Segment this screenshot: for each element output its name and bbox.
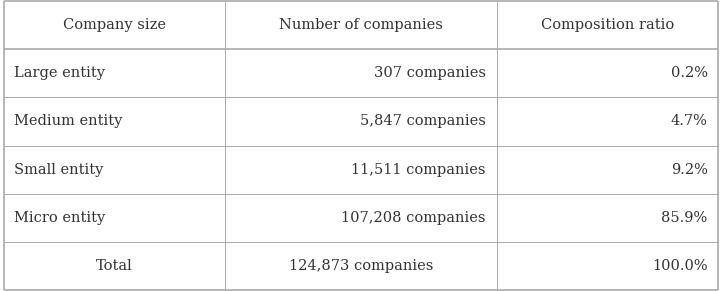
Text: 4.7%: 4.7% [671, 114, 708, 129]
Text: Large entity: Large entity [14, 66, 105, 81]
Text: Total: Total [96, 258, 133, 273]
Text: 85.9%: 85.9% [661, 210, 708, 225]
Text: 124,873 companies: 124,873 companies [289, 258, 433, 273]
Text: 107,208 companies: 107,208 companies [342, 210, 486, 225]
Text: 9.2%: 9.2% [671, 162, 708, 177]
Text: 100.0%: 100.0% [652, 258, 708, 273]
Text: Medium entity: Medium entity [14, 114, 123, 129]
Text: Composition ratio: Composition ratio [541, 18, 674, 33]
Text: 5,847 companies: 5,847 companies [360, 114, 486, 129]
Text: Company size: Company size [63, 18, 166, 33]
Text: Number of companies: Number of companies [279, 18, 443, 33]
Text: Micro entity: Micro entity [14, 210, 105, 225]
Text: 11,511 companies: 11,511 companies [352, 162, 486, 177]
Text: 307 companies: 307 companies [374, 66, 486, 81]
Text: 0.2%: 0.2% [671, 66, 708, 81]
Text: Small entity: Small entity [14, 162, 104, 177]
